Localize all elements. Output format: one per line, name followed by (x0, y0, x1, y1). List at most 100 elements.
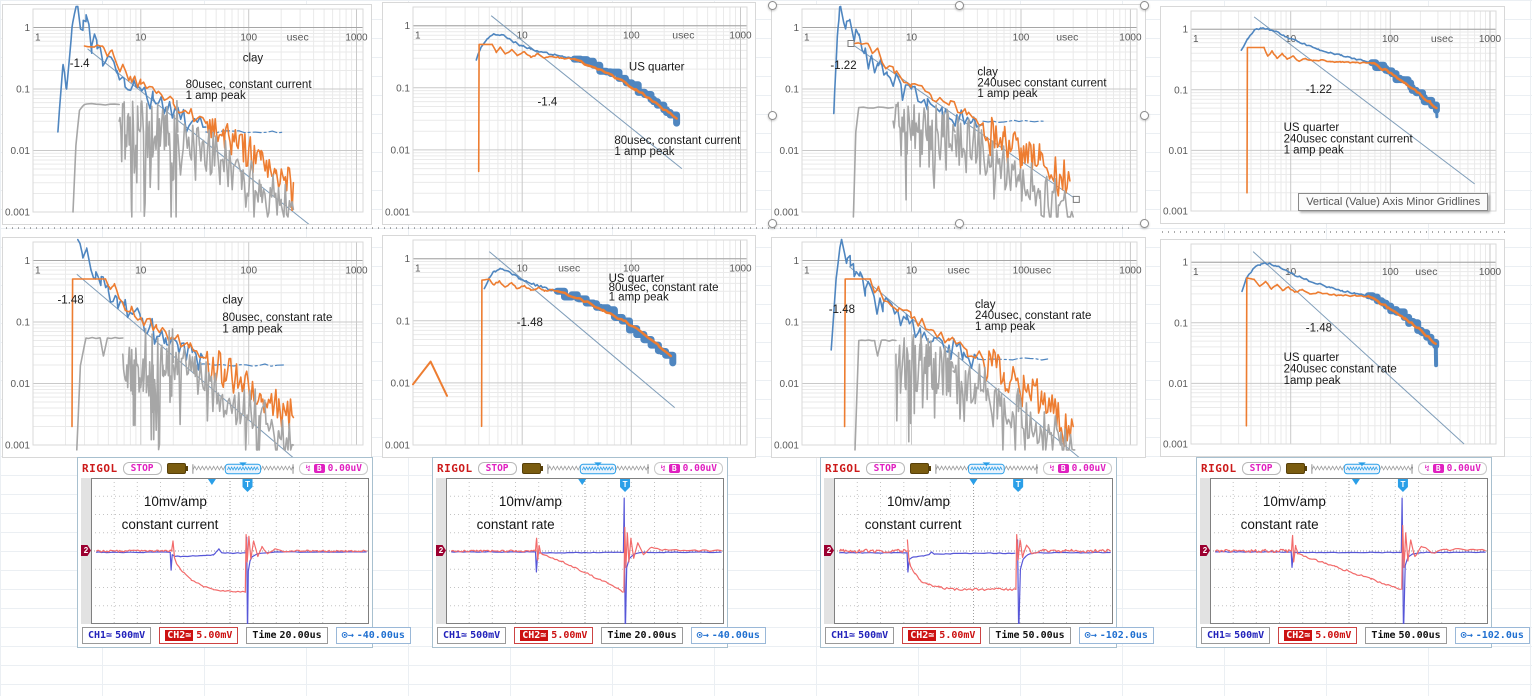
horizontal-reference-arrow (969, 479, 978, 485)
svg-text:240usec constant rate: 240usec constant rate (1284, 363, 1397, 375)
svg-text:1 amp peak: 1 amp peak (222, 323, 282, 335)
scope-annotation-scale: 10mv/amp (1262, 494, 1326, 510)
svg-text:80usec, constant rate: 80usec, constant rate (609, 282, 719, 294)
scope-footer: CH1≃ 500mV CH2≃ 5.00mV Time 50.00us ⊙→ -102… (821, 624, 1154, 647)
trigger-position-marker[interactable]: T (242, 479, 253, 492)
rigol-logo: RIGOL (437, 462, 473, 475)
axis-tick-labels: 1 0.1 0.01 0.001 1 10 100 1000 usec (1163, 25, 1502, 218)
svg-text:0.1: 0.1 (1174, 318, 1188, 329)
chart-clay-240usec-constant-rate[interactable]: 1 0.1 0.01 0.001 1 10 100 1000 usec usec -1.48 clay… (771, 237, 1146, 458)
svg-text:1 amp peak: 1 amp peak (975, 321, 1035, 333)
svg-text:0.1: 0.1 (16, 318, 30, 329)
chart-us-quarter-80usec-constant-rate[interactable]: 1 0.1 0.01 0.001 1 10 100 1000 usec -1.48 US quart… (382, 235, 756, 458)
ch2-readout: CH2≃ 5.00mV (514, 627, 594, 644)
svg-text:T: T (623, 480, 628, 489)
svg-text:1: 1 (804, 33, 810, 44)
svg-text:0.01: 0.01 (780, 379, 800, 390)
chart-us-quarter-80usec-constant-current[interactable]: 1 0.1 0.01 0.001 1 10 100 1000 usec -1.4 US quarte… (382, 2, 756, 225)
chart-canvas: 1 0.1 0.01 0.001 1 10 100 1000 -1.48 clay 80usec, … (5, 238, 368, 457)
svg-text:100: 100 (623, 31, 640, 42)
svg-text:0.01: 0.01 (11, 379, 31, 390)
svg-text:0.001: 0.001 (1163, 207, 1188, 218)
scope-capture-constant-current-20us[interactable]: RIGOL STOP ↯ B 0.00uV 2 10mv/amp constan… (77, 457, 411, 648)
svg-text:-1.22: -1.22 (1306, 84, 1332, 96)
trendline[interactable] (490, 15, 683, 169)
trendline[interactable] (1252, 251, 1465, 445)
horizontal-offset-readout: ⊙→ -102.0us (1454, 627, 1530, 644)
chart-selection-handle[interactable] (768, 1, 777, 10)
trigger-icon: ↯ (1049, 463, 1055, 474)
chart-selection-handle[interactable] (1140, 1, 1149, 10)
svg-text:1: 1 (35, 33, 41, 44)
trigger-source-badge: B (313, 464, 325, 473)
scope-capture-constant-current-50us[interactable]: RIGOL STOP ↯ B 0.00uV 2 10mv/amp constan… (820, 457, 1154, 648)
chart-clay-240usec-constant-current[interactable]: 1 0.1 0.01 0.001 1 10 100 1000 usec -1.22 clay 240u… (768, 1, 1149, 228)
horizontal-position-strip[interactable] (546, 461, 650, 476)
trigger-readout: ↯ B 0.00uV (654, 462, 723, 475)
svg-text:-1.48: -1.48 (829, 304, 855, 316)
svg-text:usec: usec (558, 263, 580, 275)
svg-text:-1.4: -1.4 (70, 58, 90, 70)
svg-text:usec: usec (1056, 32, 1078, 44)
scope-footer: CH1≃ 500mV CH2≃ 5.00mV Time 20.00us ⊙→ -40.… (78, 624, 411, 647)
chart-selection-handle[interactable] (954, 1, 964, 10)
series-fft-gray (852, 101, 1074, 218)
horizontal-position-strip[interactable] (1310, 461, 1414, 476)
horizontal-position-strip[interactable] (191, 461, 295, 476)
svg-text:1000: 1000 (1479, 34, 1502, 45)
trace-ch2-red (1215, 524, 1486, 590)
svg-text:80usec, constant rate: 80usec, constant rate (222, 312, 332, 324)
svg-text:1: 1 (1193, 34, 1199, 45)
svg-text:1amp peak: 1amp peak (1284, 375, 1341, 387)
scope-capture-constant-rate-20us[interactable]: RIGOL STOP ↯ B 0.00uV 2 10mv/amp constan… (432, 457, 766, 648)
series-fft-orange (412, 278, 673, 428)
chart-selection-handle[interactable] (1140, 110, 1149, 120)
axis-tick-labels: 1 0.1 0.01 0.001 1 10 100 1000 usec (385, 254, 752, 451)
svg-text:100: 100 (1013, 266, 1030, 277)
trigger-position-marker[interactable]: T (1397, 479, 1408, 492)
chart-clay-80usec-constant-rate[interactable]: 1 0.1 0.01 0.001 1 10 100 1000 -1.48 clay 80usec, … (2, 237, 372, 458)
horizontal-offset-readout: ⊙→ -102.0us (1078, 627, 1154, 644)
graticule-area: 10mv/amp constant current T (91, 478, 369, 624)
svg-text:-1.22: -1.22 (830, 60, 856, 72)
trendline-endpoint-handle[interactable] (1072, 195, 1080, 203)
horizontal-position-strip[interactable] (934, 461, 1039, 476)
svg-text:US quarter: US quarter (1284, 352, 1340, 364)
trigger-level-value: 0.00uV (682, 463, 717, 474)
rigol-logo: RIGOL (82, 462, 118, 475)
series-fft-blue (57, 5, 284, 134)
svg-text:1 amp peak: 1 amp peak (186, 90, 246, 102)
svg-text:1: 1 (415, 31, 421, 42)
chart-us-quarter-240usec-constant-rate[interactable]: 1 0.1 0.01 0.001 1 10 100 1000 usec -1.48 US quart… (1160, 239, 1505, 457)
svg-text:usec: usec (1415, 266, 1437, 278)
trendline[interactable] (1253, 16, 1475, 185)
svg-text:100: 100 (240, 33, 257, 44)
svg-text:-1.48: -1.48 (517, 317, 543, 329)
chart-selection-handle[interactable] (1140, 219, 1149, 228)
waveform-display: T (91, 478, 369, 624)
trendline[interactable] (848, 266, 1080, 458)
ch1-readout: CH1≃ 500mV (825, 627, 895, 644)
trigger-position-marker[interactable]: T (1013, 479, 1024, 492)
scope-annotation-mode: constant current (121, 517, 219, 533)
svg-text:1: 1 (1193, 267, 1199, 278)
svg-text:US quarter: US quarter (609, 273, 665, 285)
trigger-position-marker[interactable]: T (620, 479, 631, 492)
ch1-readout: CH1≃ 500mV (1201, 627, 1271, 644)
trigger-readout: ↯ B 0.00uV (1418, 462, 1487, 475)
series-fft-blue (833, 5, 1046, 128)
scope-capture-constant-rate-50us[interactable]: RIGOL STOP ↯ B 0.00uV 2 10mv/amp constan… (1196, 457, 1530, 648)
horizontal-reference-arrow (207, 479, 216, 485)
trendline[interactable] (488, 251, 676, 408)
svg-text:1: 1 (1182, 25, 1188, 36)
channel-marker-strip: 2 (824, 478, 834, 624)
chart-selection-handle[interactable] (768, 110, 777, 120)
chart-selection-handle[interactable] (954, 219, 964, 228)
chart-selection-handle[interactable] (768, 219, 777, 228)
tiny-axis-label-strip (6, 227, 1131, 229)
trendline-endpoint-handle[interactable] (847, 40, 855, 47)
chart-clay-80usec-constant-current[interactable]: 1 0.1 0.01 0.001 1 10 100 1000 usec -1.4 clay 80use… (2, 4, 372, 225)
